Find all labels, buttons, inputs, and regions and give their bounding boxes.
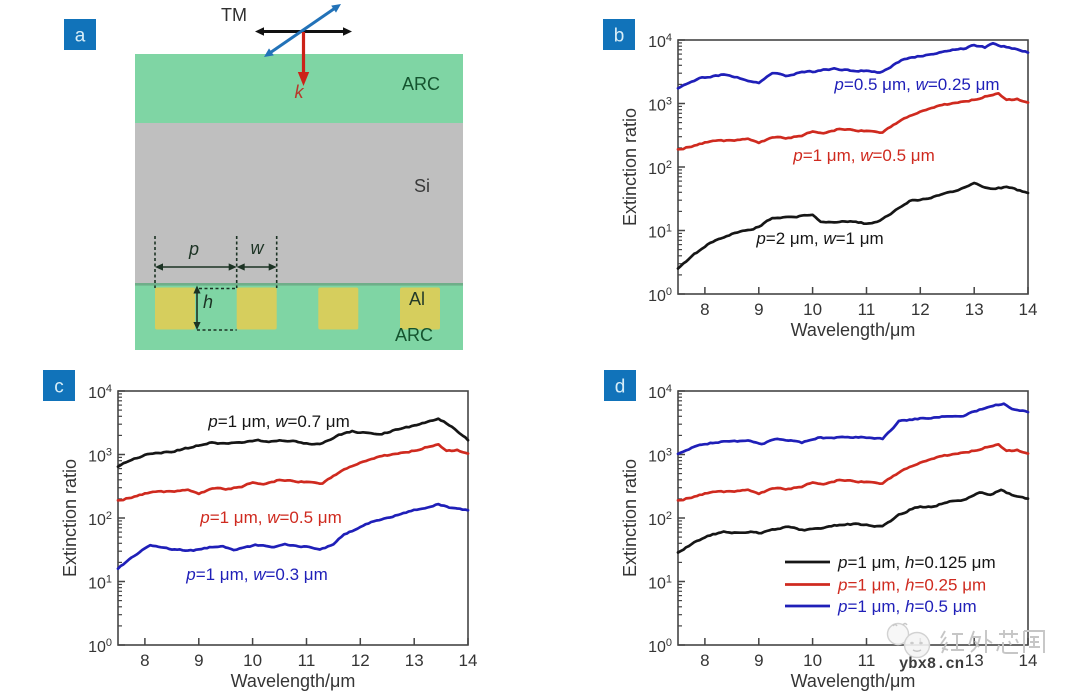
svg-text:9: 9 — [754, 651, 763, 670]
svg-text:d: d — [615, 377, 626, 398]
svg-text:Extinction ratio: Extinction ratio — [60, 459, 80, 577]
svg-text:w: w — [251, 238, 265, 258]
svg-text:p=1 μm, h=0.125 μm: p=1 μm, h=0.125 μm — [837, 553, 996, 572]
svg-text:14: 14 — [1019, 300, 1038, 319]
svg-text:Al: Al — [409, 289, 425, 309]
svg-text:Wavelength/μm: Wavelength/μm — [231, 671, 356, 691]
svg-text:13: 13 — [965, 300, 984, 319]
svg-text:14: 14 — [1019, 651, 1038, 670]
svg-text:9: 9 — [754, 300, 763, 319]
svg-text:8: 8 — [140, 651, 149, 670]
svg-text:11: 11 — [858, 300, 876, 319]
svg-text:p=1 μm, h=0.25 μm: p=1 μm, h=0.25 μm — [837, 576, 986, 595]
svg-text:ARC: ARC — [395, 325, 433, 345]
svg-text:h: h — [203, 292, 213, 312]
svg-text:8: 8 — [700, 651, 709, 670]
svg-text:10: 10 — [803, 300, 822, 319]
svg-text:10: 10 — [243, 651, 262, 670]
svg-text:11: 11 — [858, 651, 876, 670]
svg-text:8: 8 — [700, 300, 709, 319]
svg-text:k: k — [295, 82, 305, 102]
svg-text:Extinction ratio: Extinction ratio — [620, 108, 640, 226]
svg-text:9: 9 — [194, 651, 203, 670]
svg-text:12: 12 — [351, 651, 370, 670]
svg-text:13: 13 — [405, 651, 424, 670]
svg-text:ybx8.cn: ybx8.cn — [899, 655, 964, 673]
svg-text:TM: TM — [221, 5, 247, 25]
svg-text:Si: Si — [414, 176, 430, 196]
svg-text:p=1 μm, w=0.3 μm: p=1 μm, w=0.3 μm — [185, 565, 328, 584]
svg-text:c: c — [54, 377, 64, 398]
svg-text:p: p — [188, 239, 199, 259]
svg-text:14: 14 — [459, 651, 478, 670]
svg-text:p=0.5 μm, w=0.25 μm: p=0.5 μm, w=0.25 μm — [833, 75, 999, 94]
svg-text:12: 12 — [911, 300, 930, 319]
svg-text:11: 11 — [298, 651, 316, 670]
svg-text:p=2 μm, w=1 μm: p=2 μm, w=1 μm — [755, 229, 883, 248]
svg-text:p=1 μm, w=0.5 μm: p=1 μm, w=0.5 μm — [199, 508, 342, 527]
svg-text:b: b — [614, 26, 625, 47]
svg-text:Extinction ratio: Extinction ratio — [620, 459, 640, 577]
svg-text:Wavelength/μm: Wavelength/μm — [791, 320, 916, 340]
svg-text:10: 10 — [803, 651, 822, 670]
svg-text:13: 13 — [965, 651, 984, 670]
svg-text:p=1 μm, h=0.5 μm: p=1 μm, h=0.5 μm — [837, 597, 977, 616]
svg-text:p=1 μm, w=0.7 μm: p=1 μm, w=0.7 μm — [207, 412, 350, 431]
svg-text:Wavelength/μm: Wavelength/μm — [791, 671, 916, 691]
svg-text:a: a — [75, 26, 86, 47]
svg-text:ARC: ARC — [402, 74, 440, 94]
svg-text:p=1 μm, w=0.5 μm: p=1 μm, w=0.5 μm — [792, 146, 935, 165]
